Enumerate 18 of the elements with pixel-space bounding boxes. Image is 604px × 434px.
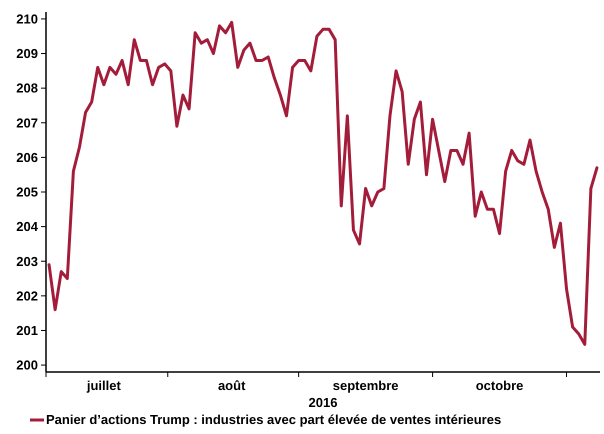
y-tick-label: 200 — [16, 358, 38, 373]
y-tick-label: 205 — [16, 184, 38, 200]
y-tick-label: 210 — [16, 11, 38, 26]
x-tick-label: août — [218, 378, 246, 393]
y-tick-label: 206 — [16, 150, 38, 165]
y-tick-label: 203 — [16, 254, 38, 269]
y-tick-label: 201 — [16, 323, 38, 338]
y-tick-label: 209 — [16, 46, 38, 62]
x-axis-title: 2016 — [308, 395, 338, 410]
y-tick-label: 204 — [16, 219, 39, 234]
x-tick-label: juillet — [86, 378, 122, 393]
x-tick-label: octobre — [476, 378, 524, 393]
x-tick-label: septembre — [332, 378, 398, 393]
legend-label: Panier d’actions Trump : industries avec part élevée de ventes intérieures — [46, 412, 502, 427]
y-tick-label: 208 — [16, 80, 38, 96]
y-tick-label: 202 — [16, 288, 38, 304]
y-tick-label: 207 — [16, 115, 38, 130]
line-series — [48, 20, 598, 346]
